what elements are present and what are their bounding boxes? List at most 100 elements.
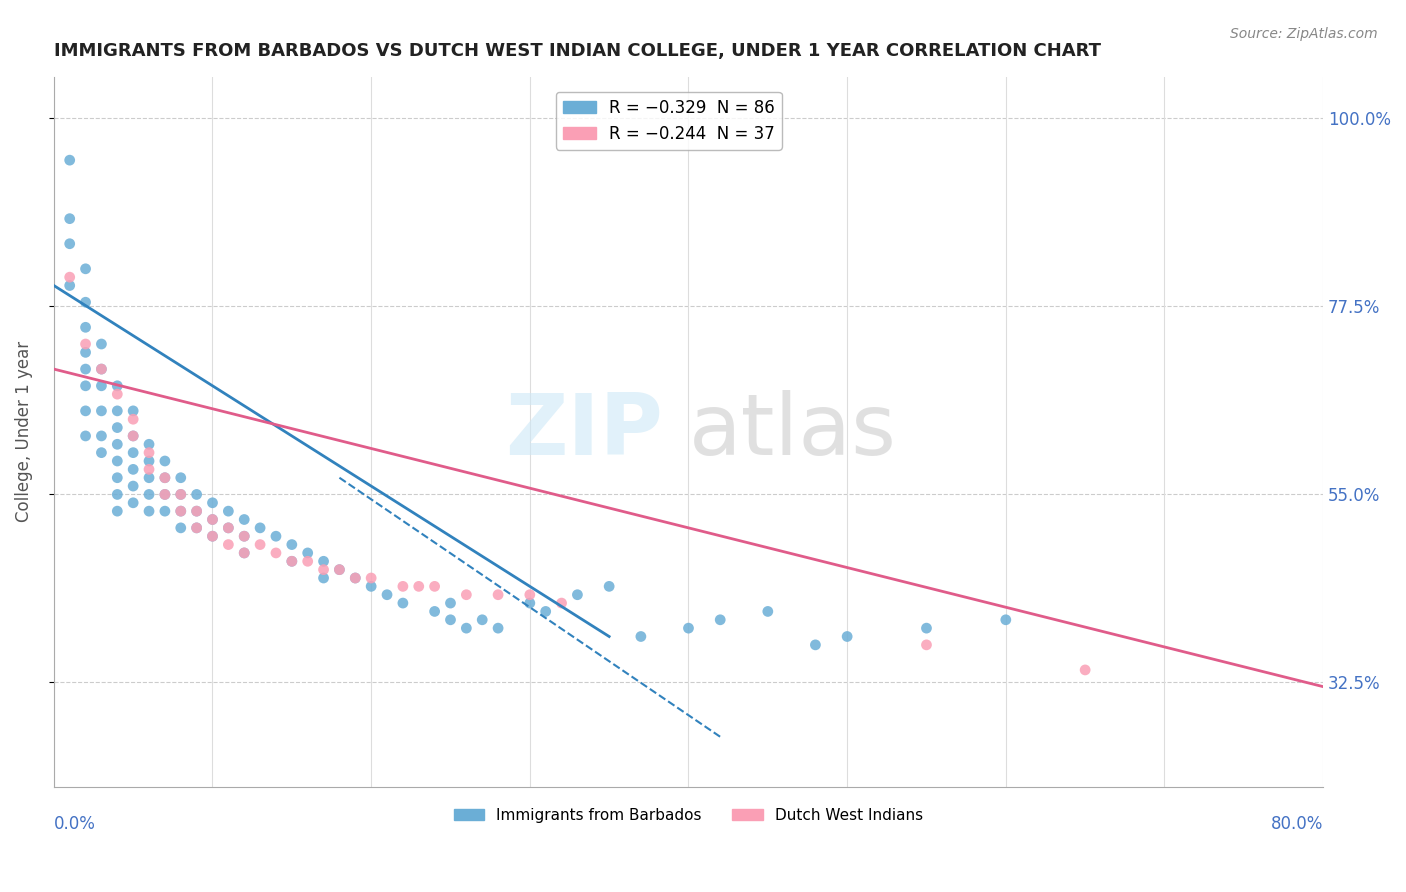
Point [567, 588, 589, 602]
Text: Source: ZipAtlas.com: Source: ZipAtlas.com [1230, 27, 1378, 41]
Point [153, 471, 176, 485]
Point [217, 538, 239, 552]
Point [312, 563, 335, 577]
Point [75, 261, 97, 276]
Point [186, 487, 208, 501]
Point [90, 445, 112, 459]
Point [281, 554, 304, 568]
Point [105, 471, 128, 485]
Point [122, 462, 145, 476]
Text: IMMIGRANTS FROM BARBADOS VS DUTCH WEST INDIAN COLLEGE, UNDER 1 YEAR CORRELATION : IMMIGRANTS FROM BARBADOS VS DUTCH WEST I… [53, 42, 1101, 60]
Text: atlas: atlas [689, 391, 897, 474]
Legend: Immigrants from Barbados, Dutch West Indians: Immigrants from Barbados, Dutch West Ind… [447, 802, 929, 829]
Point [122, 404, 145, 418]
Point [153, 504, 176, 518]
Point [186, 504, 208, 518]
Point [486, 588, 509, 602]
Point [122, 445, 145, 459]
Point [312, 571, 335, 585]
Point [170, 504, 193, 518]
Point [344, 571, 367, 585]
Point [297, 546, 319, 560]
Point [186, 521, 208, 535]
Point [297, 554, 319, 568]
Point [423, 579, 446, 593]
Point [392, 596, 415, 610]
Point [59, 270, 82, 285]
Point [153, 487, 176, 501]
Point [678, 621, 700, 635]
Text: 0.0%: 0.0% [53, 815, 96, 833]
Text: ZIP: ZIP [505, 391, 664, 474]
Point [471, 613, 494, 627]
Point [915, 621, 938, 635]
Point [534, 604, 557, 618]
Point [186, 521, 208, 535]
Point [550, 596, 572, 610]
Point [392, 579, 415, 593]
Point [217, 504, 239, 518]
Point [360, 579, 382, 593]
Point [105, 437, 128, 451]
Point [201, 512, 224, 526]
Point [170, 521, 193, 535]
Point [598, 579, 620, 593]
Point [804, 638, 827, 652]
Point [138, 471, 160, 485]
Point [153, 487, 176, 501]
Point [105, 404, 128, 418]
Point [90, 379, 112, 393]
Point [75, 345, 97, 359]
Point [138, 462, 160, 476]
Point [233, 529, 256, 543]
Point [105, 504, 128, 518]
Point [233, 512, 256, 526]
Point [75, 295, 97, 310]
Point [439, 596, 461, 610]
Point [186, 504, 208, 518]
Point [249, 538, 271, 552]
Point [264, 529, 287, 543]
Point [423, 604, 446, 618]
Point [456, 588, 478, 602]
Point [915, 638, 938, 652]
Point [170, 487, 193, 501]
Point [312, 554, 335, 568]
Point [439, 613, 461, 627]
Point [138, 437, 160, 451]
Point [122, 429, 145, 443]
Point [105, 454, 128, 468]
Point [519, 596, 541, 610]
Point [75, 320, 97, 334]
Point [90, 404, 112, 418]
Point [201, 529, 224, 543]
Point [170, 504, 193, 518]
Point [75, 429, 97, 443]
Point [153, 471, 176, 485]
Point [233, 529, 256, 543]
Point [344, 571, 367, 585]
Point [90, 337, 112, 351]
Point [994, 613, 1017, 627]
Point [201, 496, 224, 510]
Point [59, 278, 82, 293]
Point [75, 337, 97, 351]
Point [328, 563, 350, 577]
Y-axis label: College, Under 1 year: College, Under 1 year [15, 342, 32, 523]
Point [59, 236, 82, 251]
Point [281, 538, 304, 552]
Point [456, 621, 478, 635]
Point [90, 362, 112, 376]
Point [281, 554, 304, 568]
Point [217, 521, 239, 535]
Point [837, 630, 859, 644]
Point [375, 588, 398, 602]
Point [709, 613, 731, 627]
Point [59, 153, 82, 168]
Point [153, 454, 176, 468]
Point [519, 588, 541, 602]
Text: 80.0%: 80.0% [1271, 815, 1323, 833]
Point [217, 521, 239, 535]
Point [170, 471, 193, 485]
Point [122, 479, 145, 493]
